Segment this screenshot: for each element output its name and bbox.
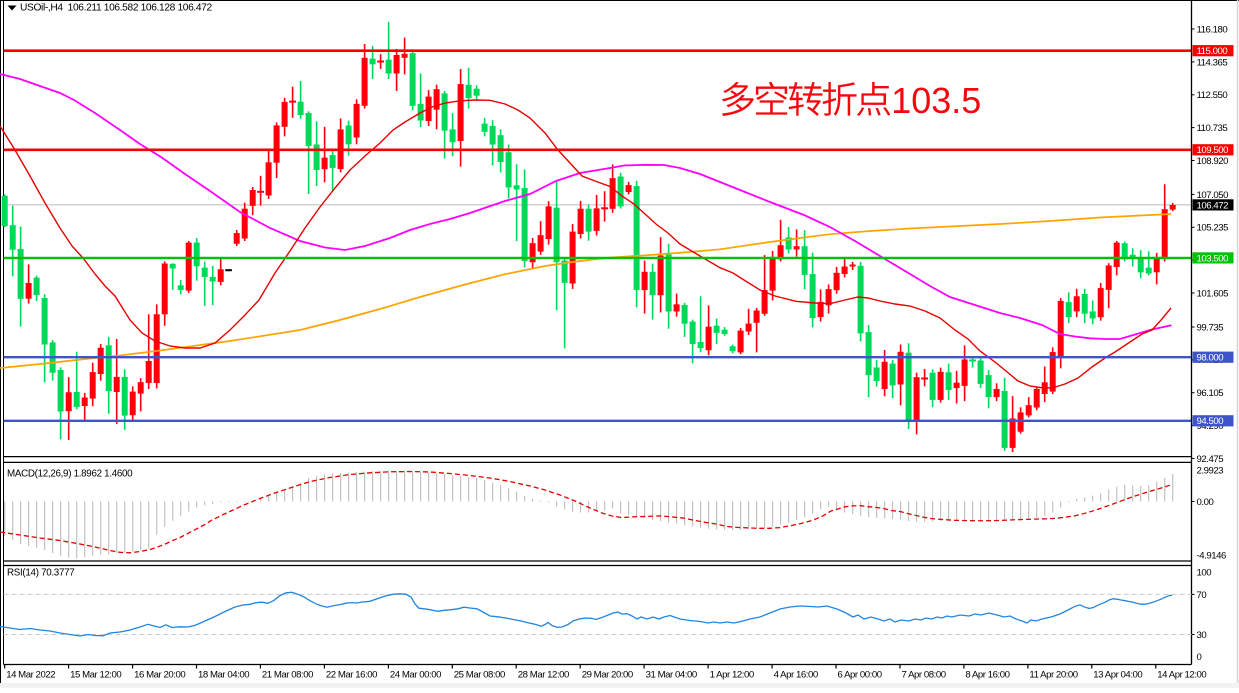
svg-text:105.235: 105.235	[1197, 223, 1229, 234]
svg-text:24 Mar 00:00: 24 Mar 00:00	[390, 670, 441, 681]
svg-text:15 Mar 12:00: 15 Mar 12:00	[70, 670, 121, 681]
svg-text:92.475: 92.475	[1197, 454, 1224, 465]
svg-text:0.00: 0.00	[1197, 497, 1214, 508]
svg-text:21 Mar 08:00: 21 Mar 08:00	[262, 670, 313, 681]
svg-text:108.920: 108.920	[1197, 156, 1229, 167]
svg-text:31 Mar 04:00: 31 Mar 04:00	[646, 670, 697, 681]
svg-text:103.500: 103.500	[1197, 253, 1229, 264]
svg-text:USOil-,H4 106.211 106.582 106: USOil-,H4 106.211 106.582 106.128 106.47…	[20, 3, 213, 14]
svg-text:7 Apr 08:00: 7 Apr 08:00	[902, 670, 946, 681]
svg-text:94.500: 94.500	[1197, 416, 1224, 427]
svg-text:114.365: 114.365	[1197, 57, 1228, 68]
svg-text:100: 100	[1197, 567, 1212, 578]
svg-text:98.000: 98.000	[1197, 353, 1224, 364]
svg-text:14 Apr 12:00: 14 Apr 12:00	[1157, 670, 1206, 681]
svg-text:96.105: 96.105	[1197, 388, 1224, 399]
svg-text:-4.9146: -4.9146	[1197, 551, 1227, 562]
svg-text:22 Mar 16:00: 22 Mar 16:00	[326, 670, 377, 681]
svg-text:11 Apr 20:00: 11 Apr 20:00	[1029, 670, 1077, 681]
svg-text:116.180: 116.180	[1197, 24, 1228, 35]
svg-text:8 Apr 16:00: 8 Apr 16:00	[965, 670, 1009, 681]
svg-text:2.9923: 2.9923	[1197, 466, 1224, 477]
svg-text:16 Mar 20:00: 16 Mar 20:00	[134, 670, 185, 681]
svg-text:99.735: 99.735	[1197, 322, 1224, 333]
svg-text:14 Mar 2022: 14 Mar 2022	[6, 670, 55, 681]
svg-text:28 Mar 12:00: 28 Mar 12:00	[518, 670, 569, 681]
svg-text:25 Mar 08:00: 25 Mar 08:00	[454, 670, 505, 681]
svg-text:29 Mar 20:00: 29 Mar 20:00	[582, 670, 633, 681]
svg-text:101.605: 101.605	[1197, 288, 1229, 299]
svg-text:13 Apr 04:00: 13 Apr 04:00	[1093, 670, 1142, 681]
svg-text:MACD(12,26,9) 1.8962 1.4600: MACD(12,26,9) 1.8962 1.4600	[7, 468, 133, 479]
svg-text:115.000: 115.000	[1197, 46, 1228, 57]
svg-text:6 Apr 00:00: 6 Apr 00:00	[838, 670, 882, 681]
svg-text:103.5: 103.5	[891, 80, 981, 121]
svg-text:4 Apr 16:00: 4 Apr 16:00	[774, 670, 818, 681]
svg-text:0: 0	[1197, 652, 1202, 663]
svg-text:112.550: 112.550	[1197, 90, 1228, 101]
svg-text:18 Mar 04:00: 18 Mar 04:00	[198, 670, 249, 681]
svg-text:RSI(14) 70.3777: RSI(14) 70.3777	[7, 567, 74, 578]
svg-text:1 Apr 12:00: 1 Apr 12:00	[710, 670, 754, 681]
svg-text:110.735: 110.735	[1197, 123, 1228, 134]
svg-text:106.472: 106.472	[1197, 200, 1229, 211]
svg-text:30: 30	[1197, 630, 1207, 641]
svg-text:109.500: 109.500	[1197, 145, 1229, 156]
svg-text:107.050: 107.050	[1197, 190, 1229, 201]
svg-text:70: 70	[1197, 590, 1207, 601]
